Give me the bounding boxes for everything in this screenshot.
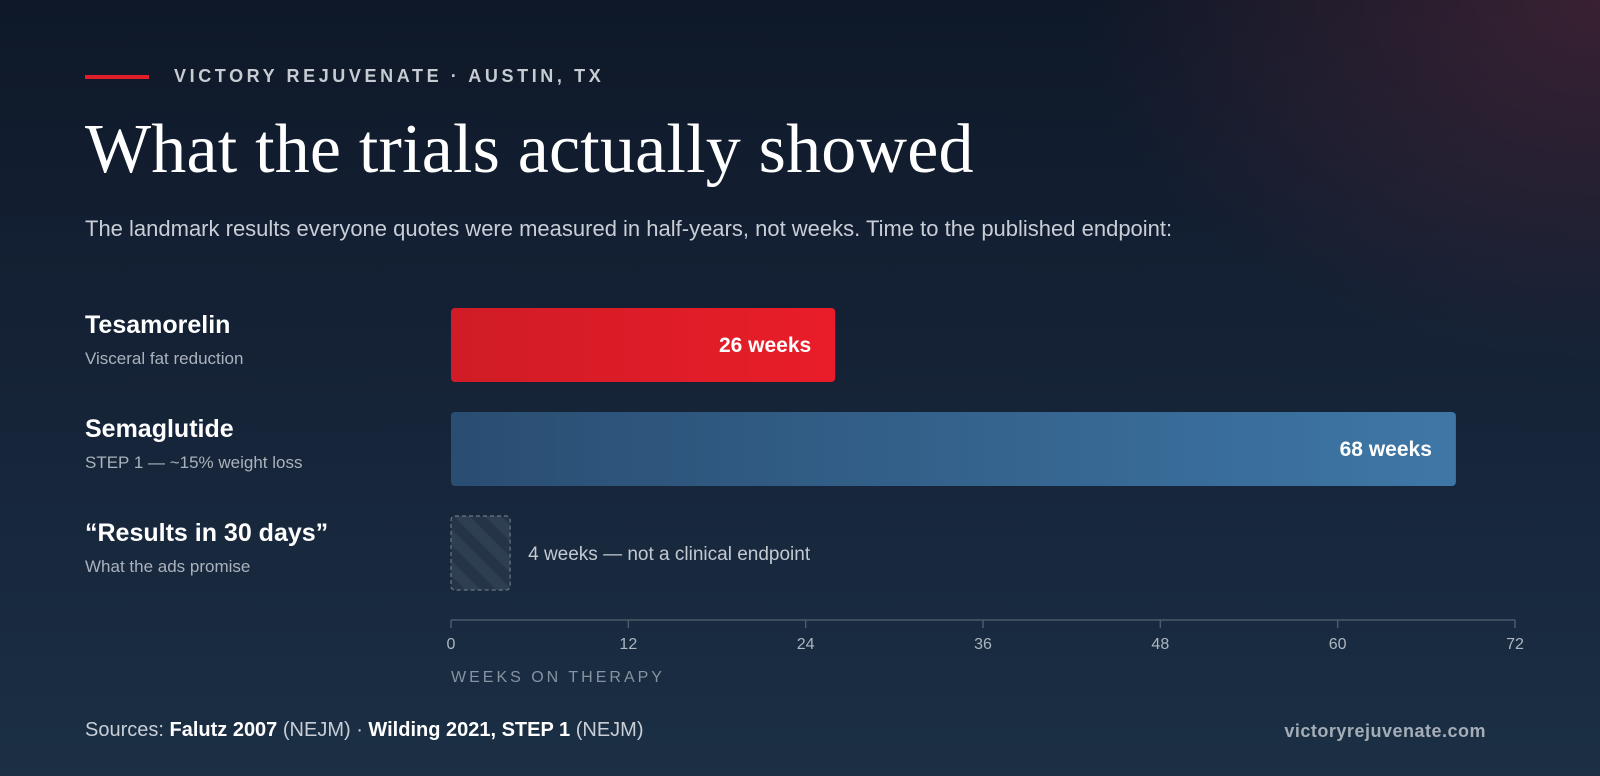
x-tick-label: 0: [447, 636, 456, 653]
x-tick-label: 72: [1506, 636, 1524, 653]
eyebrow-text: VICTORY REJUVENATE · AUSTIN, TX: [174, 66, 605, 86]
row-label-ads: “Results in 30 days” What the ads promis…: [85, 518, 328, 577]
x-tick-label: 36: [974, 636, 992, 653]
source-falutz: Falutz 2007: [169, 719, 278, 741]
row-label-semaglutide: Semaglutide STEP 1 — ~15% weight loss: [85, 414, 303, 473]
bar-value-label: 26 weeks: [719, 334, 811, 357]
row-desc: What the ads promise: [85, 557, 251, 576]
accent-rule: [85, 74, 149, 79]
row-name: Tesamorelin: [85, 311, 231, 339]
source-journal: (NEJM) ·: [277, 719, 369, 741]
x-tick-label: 24: [797, 636, 815, 653]
sources-prefix: Sources:: [85, 719, 170, 741]
x-axis-title: WEEKS ON THERAPY: [451, 669, 665, 686]
source-wilding: Wilding 2021, STEP 1: [368, 719, 571, 741]
row-name: “Results in 30 days”: [85, 519, 329, 547]
site-url: victoryrejuvenate.com: [1284, 721, 1486, 741]
x-tick-label: 12: [619, 636, 637, 653]
sources: Sources: Falutz 2007 (NEJM) · Wilding 20…: [85, 719, 643, 742]
bar-value-label: 68 weeks: [1340, 438, 1432, 461]
bar-ads-claim: [450, 515, 511, 591]
row-name: Semaglutide: [85, 415, 234, 443]
row-desc: STEP 1 — ~15% weight loss: [85, 453, 303, 472]
bar-tesamorelin: [451, 308, 836, 382]
bar-semaglutide: [451, 412, 1456, 486]
x-tick-label: 60: [1329, 636, 1347, 653]
eyebrow: VICTORY REJUVENATE · AUSTIN, TX: [85, 66, 604, 87]
x-tick-label: 48: [1151, 636, 1169, 653]
source-journal: (NEJM): [570, 719, 644, 741]
row-desc: Visceral fat reduction: [85, 349, 244, 368]
page-title: What the trials actually showed: [85, 111, 974, 188]
page-subtitle: The landmark results everyone quotes wer…: [85, 216, 1173, 241]
row-label-tesamorelin: Tesamorelin Visceral fat reduction: [85, 310, 243, 369]
bar-value-label: 4 weeks — not a clinical endpoint: [528, 544, 811, 565]
